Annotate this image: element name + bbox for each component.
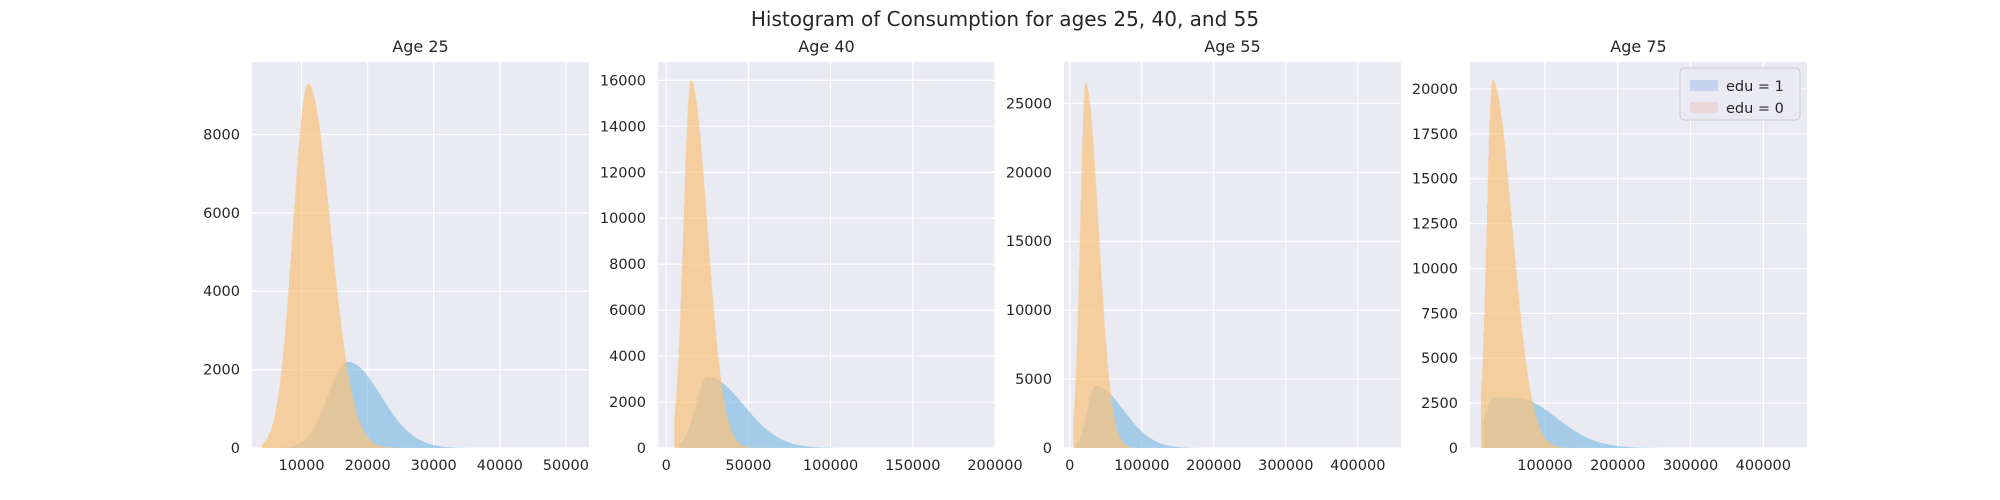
subplot-panel: Age 55 0 100000 200000 300000 400000 0 5000 1000… — [1006, 37, 1401, 474]
subplot-panel: Age 25 10000 20000 30000 40000 50000 0 2000 4000… — [203, 37, 589, 474]
y-tick-label: 6000 — [203, 206, 240, 222]
y-tick-label: 0 — [231, 441, 240, 457]
y-tick-label: 0 — [1449, 441, 1458, 457]
subplot-panel: Age 40 0 50000 100000 150000 200000 0 2000 4000 6… — [600, 37, 1023, 474]
y-tick-label: 4000 — [609, 349, 646, 365]
x-tick-label: 400000 — [1736, 458, 1791, 474]
legend-swatch — [1690, 102, 1718, 113]
x-tick-label: 100000 — [803, 458, 858, 474]
x-tick-label: 100000 — [1517, 458, 1572, 474]
x-tick-label: 200000 — [1590, 458, 1645, 474]
y-tick-label: 20000 — [1006, 165, 1052, 181]
y-tick-label: 4000 — [203, 284, 240, 300]
y-tick-label: 16000 — [600, 73, 646, 89]
x-tick-label: 200000 — [1186, 458, 1241, 474]
y-tick-label: 12500 — [1412, 217, 1458, 233]
x-tick-label: 400000 — [1330, 458, 1385, 474]
x-tick-label: 50000 — [725, 458, 771, 474]
legend-label: edu = 1 — [1726, 79, 1784, 95]
x-tick-label: 200000 — [967, 458, 1022, 474]
y-tick-label: 10000 — [1006, 303, 1052, 319]
histogram-series — [1075, 385, 1250, 448]
y-tick-label: 8000 — [203, 127, 240, 143]
plot-area-background — [1064, 62, 1401, 448]
y-tick-label: 20000 — [1412, 82, 1458, 98]
y-tick-label: 8000 — [609, 257, 646, 273]
x-tick-label: 20000 — [345, 458, 391, 474]
y-tick-label: 25000 — [1006, 96, 1052, 112]
y-tick-label: 14000 — [600, 119, 646, 135]
y-tick-label: 2000 — [203, 363, 240, 379]
y-tick-label: 5000 — [1015, 372, 1052, 388]
y-tick-label: 10000 — [1412, 261, 1458, 277]
legend: edu = 1 edu = 0 — [1679, 67, 1801, 121]
x-tick-label: 10000 — [278, 458, 324, 474]
x-tick-label: 50000 — [543, 458, 589, 474]
x-tick-label: 100000 — [1114, 458, 1169, 474]
y-tick-label: 15000 — [1006, 234, 1052, 250]
subplot-title: Age 75 — [1610, 37, 1666, 56]
y-tick-label: 2500 — [1421, 396, 1458, 412]
subplot-panel: Age 75 100000 200000 300000 400000 0 2500 5000 7… — [1412, 37, 1807, 474]
x-tick-label: 150000 — [885, 458, 940, 474]
subplot-title: Age 55 — [1204, 37, 1260, 56]
y-tick-label: 10000 — [600, 211, 646, 227]
y-tick-label: 0 — [637, 441, 646, 457]
legend-label: edu = 0 — [1726, 101, 1784, 117]
histogram-series — [1073, 82, 1185, 448]
y-tick-label: 6000 — [609, 303, 646, 319]
x-tick-label: 300000 — [1258, 458, 1313, 474]
y-tick-label: 7500 — [1421, 306, 1458, 322]
y-tick-label: 0 — [1043, 441, 1052, 457]
y-tick-label: 5000 — [1421, 351, 1458, 367]
legend-swatch — [1690, 80, 1718, 91]
histogram-series — [1480, 79, 1640, 448]
y-tick-label: 2000 — [609, 395, 646, 411]
histogram-series — [674, 80, 798, 448]
y-tick-label: 15000 — [1412, 172, 1458, 188]
x-tick-label: 0 — [1065, 458, 1074, 474]
histogram-series — [261, 83, 434, 448]
x-tick-label: 40000 — [477, 458, 523, 474]
y-tick-label: 17500 — [1412, 127, 1458, 143]
subplot-title: Age 40 — [798, 37, 854, 56]
figure-title: Histogram of Consumption for ages 25, 40… — [751, 7, 1259, 31]
x-tick-label: 300000 — [1663, 458, 1718, 474]
y-tick-label: 12000 — [600, 165, 646, 181]
subplot-title: Age 25 — [392, 37, 448, 56]
x-tick-label: 30000 — [411, 458, 457, 474]
x-tick-label: 0 — [662, 458, 671, 474]
